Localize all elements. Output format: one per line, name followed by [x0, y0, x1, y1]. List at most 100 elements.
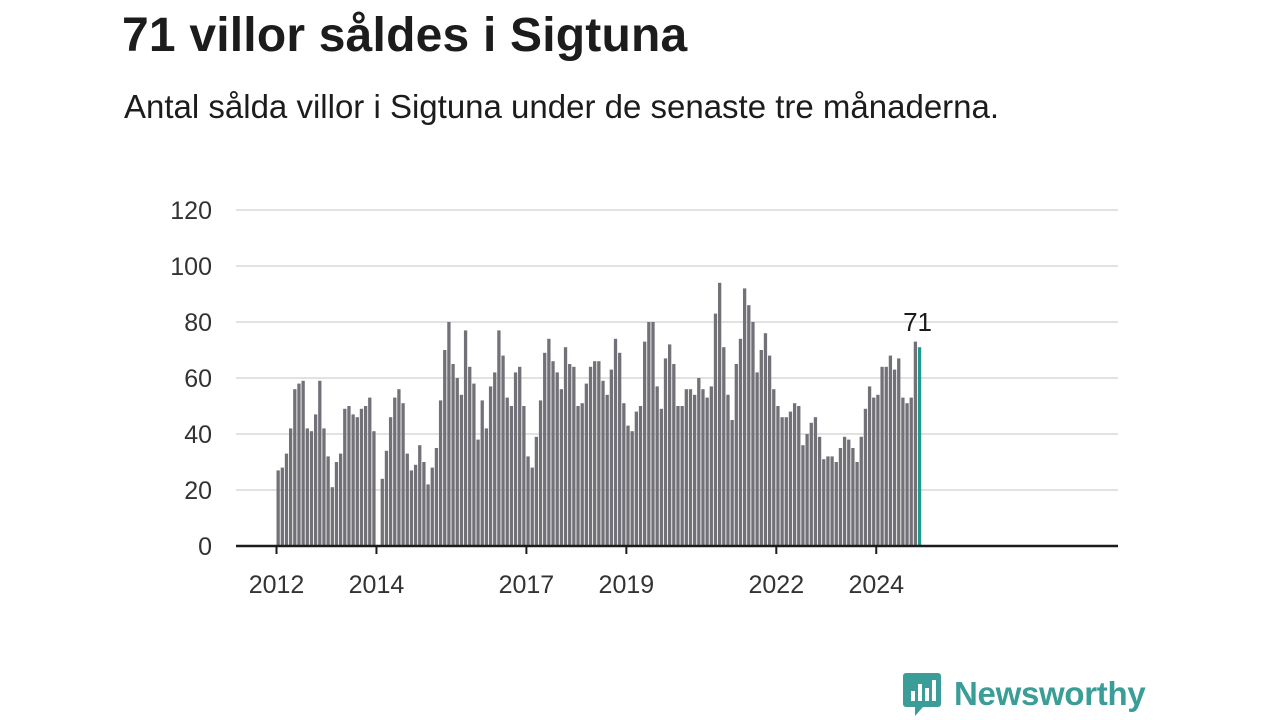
bar	[792, 403, 797, 546]
bar	[318, 380, 322, 546]
bar	[522, 406, 526, 546]
bar	[484, 428, 489, 546]
bar	[443, 350, 447, 546]
bar	[530, 467, 534, 546]
bar	[297, 383, 301, 546]
bar	[393, 397, 397, 546]
bar	[651, 322, 655, 546]
bar	[838, 448, 843, 546]
bar	[463, 330, 468, 546]
bar	[634, 411, 638, 546]
bar	[509, 406, 514, 546]
bar	[284, 453, 289, 546]
bar	[763, 333, 768, 546]
y-tick-label: 0	[198, 533, 212, 561]
bar	[518, 366, 522, 546]
bar	[276, 470, 280, 546]
bar	[334, 462, 339, 546]
y-tick-label: 40	[184, 421, 212, 449]
bar	[643, 341, 647, 546]
bar	[872, 397, 876, 546]
bar	[326, 456, 330, 546]
bar	[538, 400, 543, 546]
bar	[709, 386, 713, 546]
bar	[455, 378, 459, 546]
bar	[468, 366, 472, 546]
bar	[913, 341, 918, 546]
bar	[597, 361, 601, 546]
bar	[380, 478, 384, 546]
bar	[572, 366, 576, 546]
bar	[472, 383, 476, 546]
bar	[688, 389, 693, 546]
bar	[863, 408, 868, 546]
bar	[784, 417, 788, 546]
bar	[693, 394, 697, 546]
chart-subtitle: Antal sålda villor i Sigtuna under de se…	[124, 88, 1000, 125]
newsworthy-logo[interactable]: Newsworthy	[902, 670, 1146, 718]
bar	[876, 394, 880, 546]
y-tick-label: 20	[184, 477, 212, 505]
bar	[705, 397, 709, 546]
bar	[513, 372, 518, 546]
bar	[418, 445, 422, 546]
y-tick-label: 80	[184, 309, 212, 337]
bar	[759, 350, 763, 546]
bar-highlight	[917, 347, 922, 546]
x-tick-label: 2014	[349, 571, 405, 599]
bar	[884, 366, 888, 546]
bar	[772, 389, 776, 546]
bar	[676, 406, 680, 546]
bar	[301, 380, 305, 546]
bar	[738, 338, 743, 546]
bar	[609, 369, 613, 546]
bar	[713, 313, 718, 546]
bar	[638, 406, 643, 546]
bar	[397, 389, 401, 546]
bar	[722, 347, 726, 546]
bar	[338, 453, 343, 546]
bar	[822, 459, 826, 546]
bar	[563, 347, 568, 546]
bar	[780, 417, 784, 546]
bar	[497, 330, 501, 546]
bar	[330, 487, 334, 546]
bar	[613, 338, 618, 546]
bar	[626, 425, 630, 546]
bar	[855, 462, 859, 546]
bar	[543, 352, 547, 546]
bar	[647, 322, 651, 546]
bar	[622, 403, 626, 546]
bar	[363, 406, 368, 546]
x-tick-label: 2022	[748, 571, 804, 599]
bar	[322, 428, 326, 546]
bar	[605, 394, 609, 546]
bar	[288, 428, 293, 546]
bar	[813, 417, 818, 546]
bar	[734, 364, 738, 546]
bar	[459, 394, 464, 546]
bar	[747, 305, 751, 546]
bar	[672, 364, 676, 546]
bar	[817, 436, 822, 546]
x-tick-label: 2019	[599, 571, 655, 599]
bar	[576, 406, 580, 546]
bar	[313, 414, 318, 546]
bar	[909, 397, 913, 546]
bar	[888, 355, 893, 546]
bar	[555, 372, 559, 546]
highlight-value-label: 71	[903, 307, 932, 337]
bar	[480, 400, 484, 546]
bar	[568, 364, 572, 546]
bar	[680, 406, 684, 546]
bar	[755, 372, 759, 546]
bar	[551, 361, 555, 546]
bar	[305, 428, 309, 546]
bar	[451, 364, 455, 546]
bar	[280, 467, 284, 546]
bar	[776, 406, 780, 546]
bar	[901, 397, 905, 546]
bar	[668, 344, 672, 546]
y-tick-label: 120	[170, 197, 212, 225]
bar	[593, 361, 597, 546]
